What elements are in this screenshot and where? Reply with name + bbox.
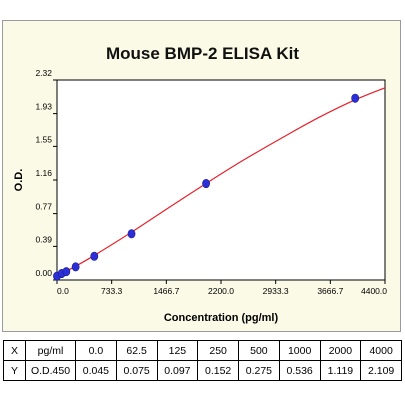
table-cell: 1000 <box>278 340 321 361</box>
x-axis-label: Concentration (pg/ml) <box>164 312 279 324</box>
table-cell: O.D.450 <box>25 360 76 381</box>
y-tick-label: 1.93 <box>35 102 52 112</box>
data-point <box>71 262 80 272</box>
table-cell: pg/ml <box>25 340 76 361</box>
table-cell: 4000 <box>360 340 402 361</box>
table-cell: 0.045 <box>75 360 117 381</box>
y-tick-label: 0.77 <box>35 202 52 212</box>
data-point <box>62 267 71 277</box>
table-cell: 250 <box>197 340 239 361</box>
data-point <box>90 251 99 261</box>
x-tick-label: 2200.0 <box>208 286 234 296</box>
y-tick-label: 1.16 <box>35 168 52 178</box>
x-tick-label: 733.3 <box>101 286 123 296</box>
table-cell: 0.152 <box>197 360 239 381</box>
y-tick-label: 0.39 <box>35 234 52 244</box>
y-tick-label: 1.55 <box>35 134 52 144</box>
table-cell: 1.119 <box>319 360 362 381</box>
data-point <box>202 179 210 189</box>
table-row: Y O.D.450 0.045 0.075 0.097 0.152 0.275 0.536 1.… <box>3 360 402 381</box>
x-tick-label: 4400.0 <box>361 286 387 296</box>
plot-area <box>56 79 386 281</box>
table-cell: 0.275 <box>238 360 280 381</box>
x-tick-label: 3666.7 <box>317 286 343 296</box>
table-cell: 0.0 <box>75 340 117 361</box>
table-cell: 125 <box>156 340 199 361</box>
table-cell: 2.109 <box>360 360 402 381</box>
table-cell: 0.536 <box>278 360 321 381</box>
x-tick-label: 1466.7 <box>153 286 179 296</box>
chart-plot: 0.00 0.39 0.77 1.16 1.55 1.93 2.32 0.0 733.3 1466… <box>13 68 387 324</box>
table-cell: Y <box>3 360 26 381</box>
table-cell: 0.097 <box>156 360 199 381</box>
x-tick-label: 2933.3 <box>263 286 289 296</box>
y-tick-label: 2.32 <box>35 68 52 78</box>
table-cell: 62.5 <box>115 340 158 361</box>
table-cell: 500 <box>238 340 280 361</box>
y-axis-label: O.D. <box>13 169 25 192</box>
data-point <box>127 229 136 239</box>
table-cell: 0.075 <box>115 360 158 381</box>
table-cell: 2000 <box>319 340 362 361</box>
data-point <box>351 93 360 103</box>
y-tick-label: 0.00 <box>35 268 52 278</box>
table-cell: X <box>3 340 26 361</box>
x-tick-label: 0.0 <box>57 286 69 296</box>
chart-title: Mouse BMP-2 ELISA Kit <box>106 44 299 63</box>
